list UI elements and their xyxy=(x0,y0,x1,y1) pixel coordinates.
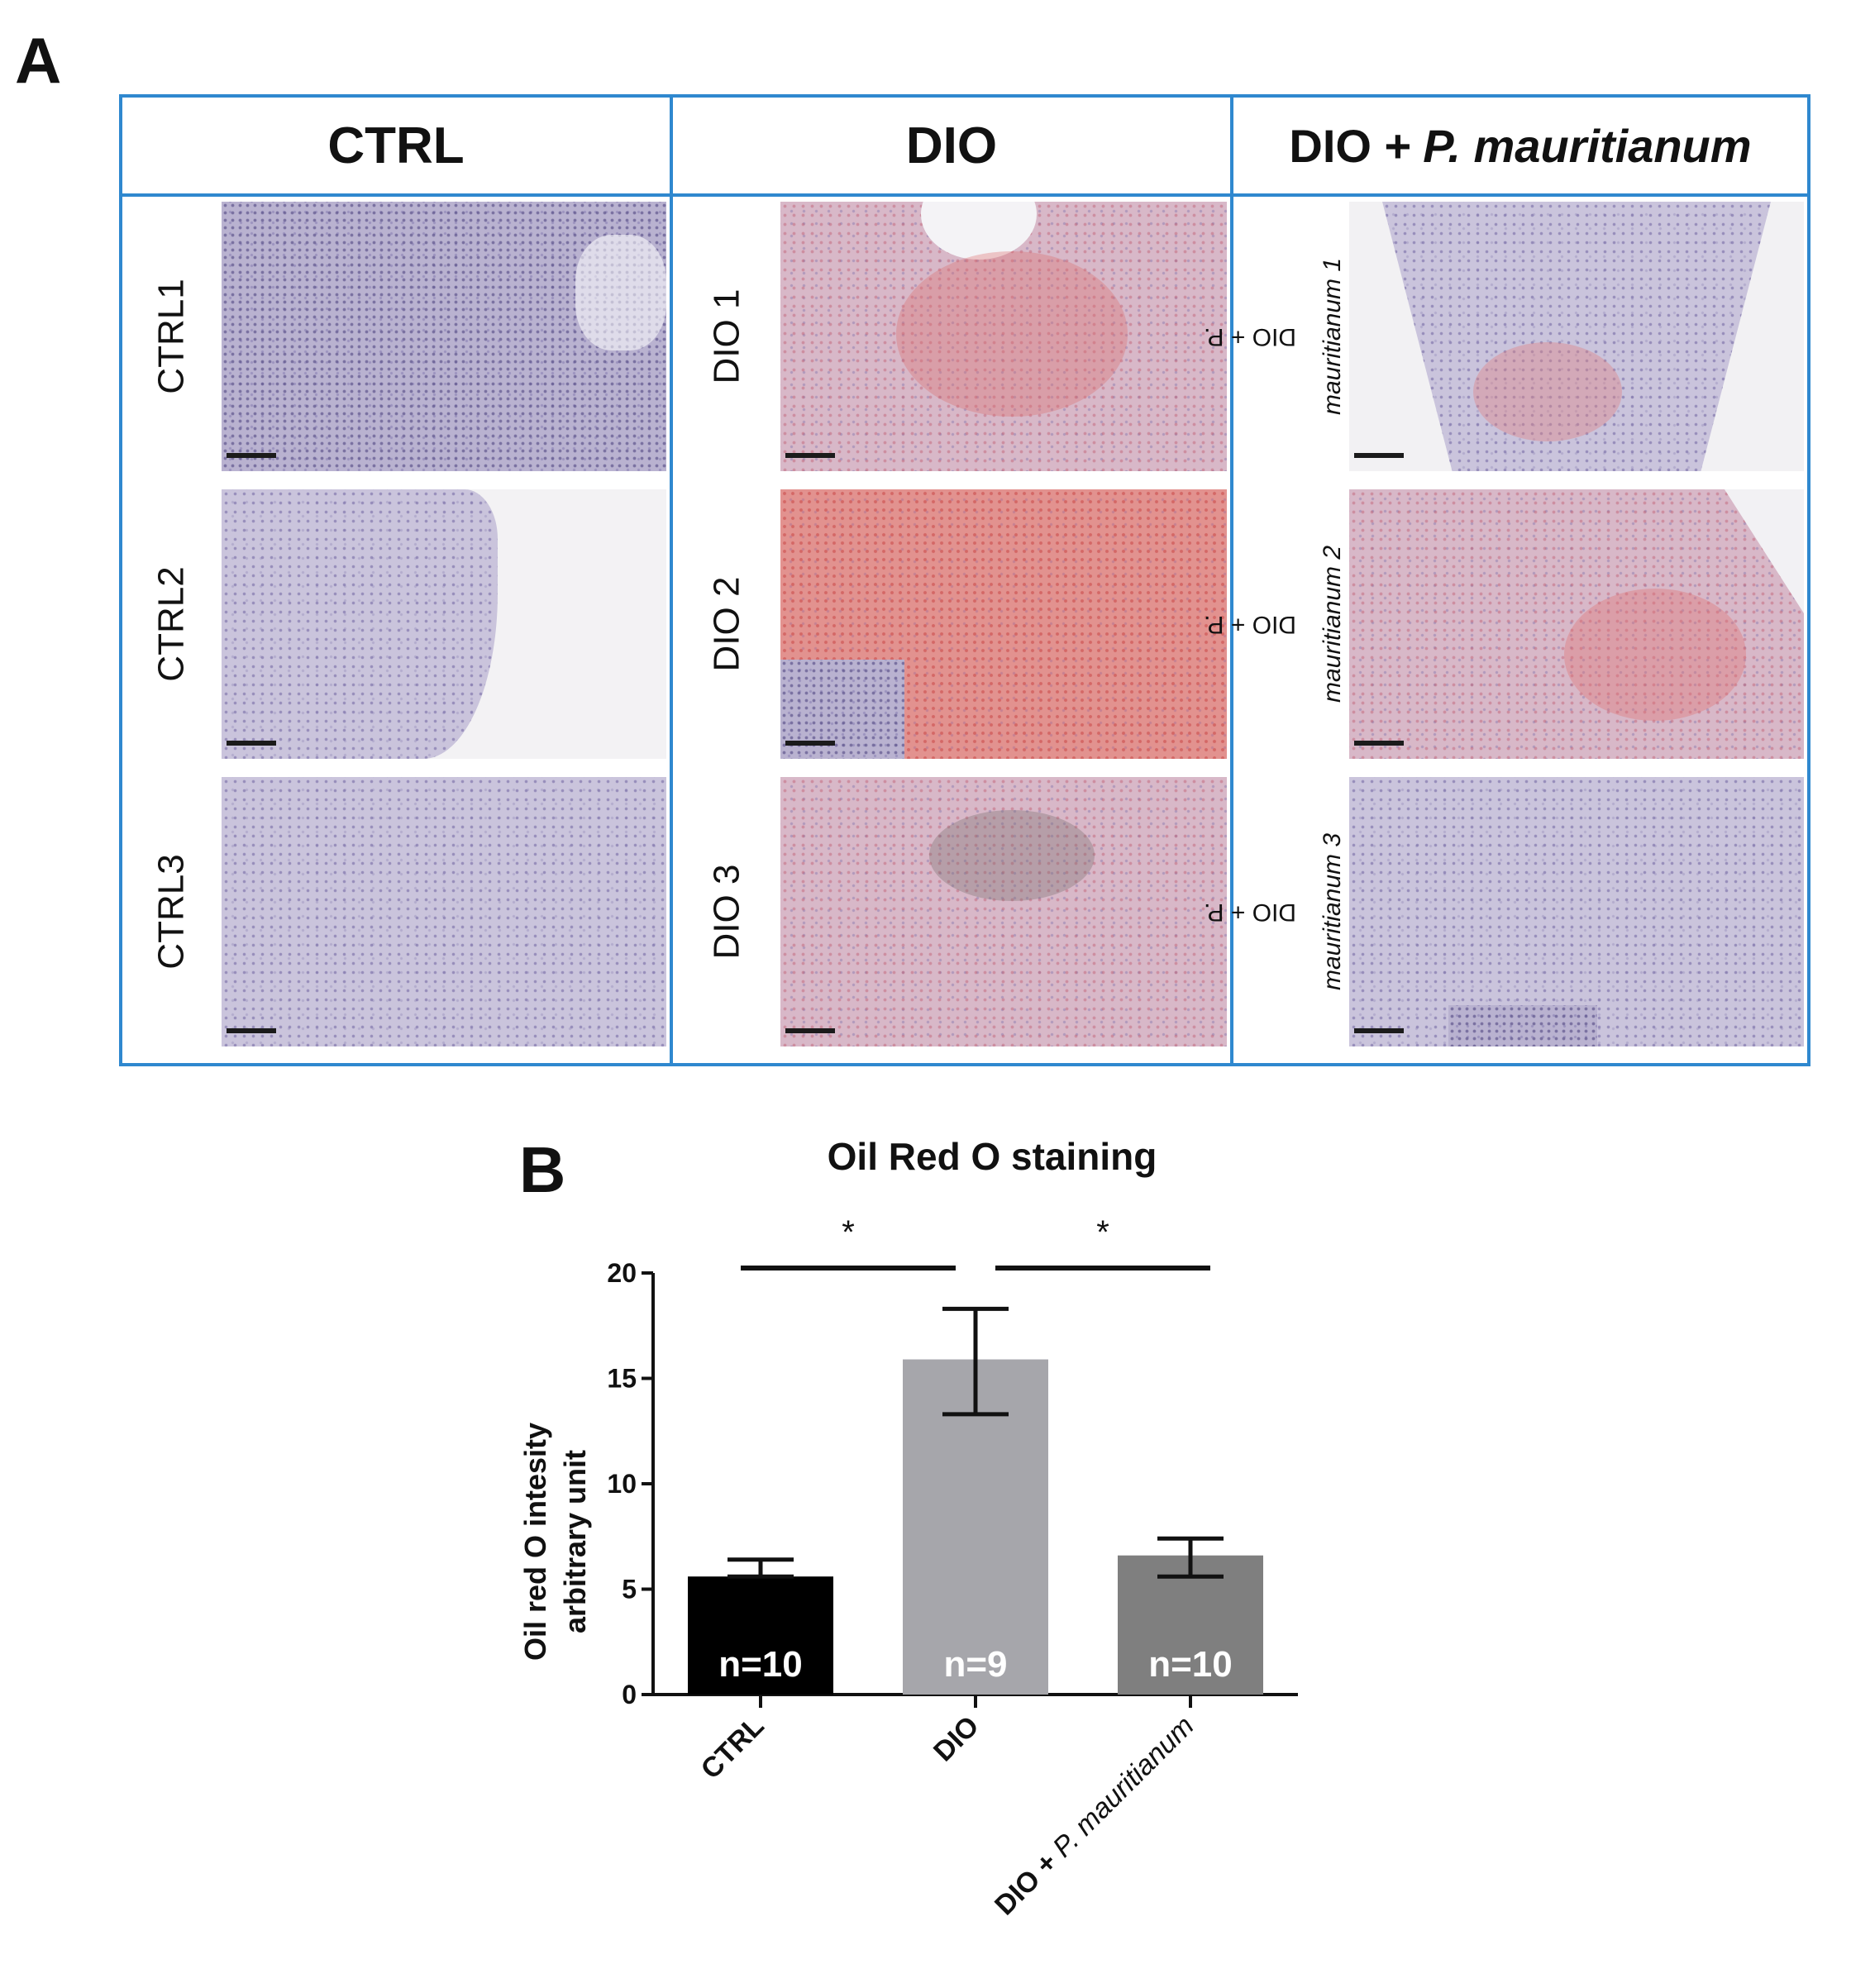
row-label: CTRL1 xyxy=(151,279,192,394)
micrograph-ctrl1 xyxy=(222,202,666,471)
row-label: DIO 3 xyxy=(705,864,747,960)
micrograph-pm3 xyxy=(1349,777,1804,1046)
row-dio2: DIO 2 xyxy=(673,484,1230,764)
significance-star-1: * xyxy=(842,1214,855,1251)
scale-bar xyxy=(785,453,835,458)
row-dio1: DIO 1 xyxy=(673,197,1230,476)
bar-1 xyxy=(688,1576,833,1695)
x-tick-label-3: DIO + P. mauritianum xyxy=(989,1710,1200,1922)
group-header-dio: DIO xyxy=(673,98,1230,197)
row-label: DIO 1 xyxy=(705,288,747,384)
bar-chart: Oil red O intesity arbitrary unit 0 5 10 15… xyxy=(518,1214,1298,1922)
significance-star-2: * xyxy=(1096,1214,1109,1251)
y-axis-label: Oil red O intesity arbitrary unit xyxy=(518,1423,592,1661)
scale-bar xyxy=(785,1028,835,1033)
n-label-1: n=10 xyxy=(718,1644,803,1685)
group-dio-pm: DIO + P. mauritianum DIO + P. mauritianum… xyxy=(1204,98,1807,1063)
row-pm1: DIO + P. mauritianum 1 xyxy=(1204,197,1807,476)
scale-bar xyxy=(227,1028,276,1033)
y-axis-label-line2: arbitrary unit xyxy=(558,1450,592,1633)
row-label-line1: DIO + P. xyxy=(1204,899,1297,926)
scale-bar xyxy=(227,453,276,458)
scale-bar xyxy=(1354,453,1404,458)
row-label: DIO 2 xyxy=(705,576,747,672)
row-dio3: DIO 3 xyxy=(673,772,1230,1051)
y-tick-label: 20 xyxy=(607,1258,637,1288)
scale-bar xyxy=(785,741,835,746)
group-header-dio-pm: DIO + P. mauritianum xyxy=(1233,98,1807,197)
y-tick-label: 5 xyxy=(622,1575,637,1604)
group-header-ctrl: CTRL xyxy=(122,98,670,197)
x-tick-label-2: DIO xyxy=(928,1710,985,1768)
micrograph-ctrl3 xyxy=(222,777,666,1046)
scale-bar xyxy=(1354,741,1404,746)
row-ctrl2: CTRL2 xyxy=(122,484,670,764)
panel-b-letter: B xyxy=(519,1133,566,1206)
row-label: CTRL2 xyxy=(151,566,192,682)
micrograph-pm2 xyxy=(1349,489,1804,759)
row-pm2: DIO + P. mauritianum 2 xyxy=(1204,484,1807,764)
y-tick-label: 15 xyxy=(607,1364,637,1394)
micrograph-grid: CTRL CTRL1 CTRL2 CTRL3 xyxy=(119,94,1810,1066)
micrograph-dio2 xyxy=(780,489,1227,759)
micrograph-pm1 xyxy=(1349,202,1804,471)
micrograph-dio3 xyxy=(780,777,1227,1046)
row-pm3: DIO + P. mauritianum 3 xyxy=(1204,772,1807,1051)
y-tick-label: 10 xyxy=(607,1469,637,1499)
panel-a-letter: A xyxy=(15,24,62,97)
group-dio: DIO DIO 1 DIO 2 DIO 3 xyxy=(670,98,1230,1063)
micrograph-dio1 xyxy=(780,202,1227,471)
row-ctrl3: CTRL3 xyxy=(122,772,670,1051)
scale-bar xyxy=(227,741,276,746)
scale-bar xyxy=(1354,1028,1404,1033)
bar-3 xyxy=(1118,1555,1263,1695)
row-label-line1: DIO + P. xyxy=(1204,323,1297,350)
n-label-3: n=10 xyxy=(1148,1644,1233,1685)
row-label-line1: DIO + P. xyxy=(1204,611,1297,638)
x-tick-label-1: CTRL xyxy=(695,1710,770,1785)
group-ctrl: CTRL CTRL1 CTRL2 CTRL3 xyxy=(122,98,670,1063)
y-tick-label: 0 xyxy=(622,1680,637,1709)
micrograph-ctrl2 xyxy=(222,489,666,759)
row-ctrl1: CTRL1 xyxy=(122,197,670,476)
n-label-2: n=9 xyxy=(943,1644,1007,1685)
row-label: CTRL3 xyxy=(151,854,192,970)
chart-title: Oil Red O staining xyxy=(827,1135,1157,1178)
y-axis-label-line1: Oil red O intesity xyxy=(518,1423,552,1661)
